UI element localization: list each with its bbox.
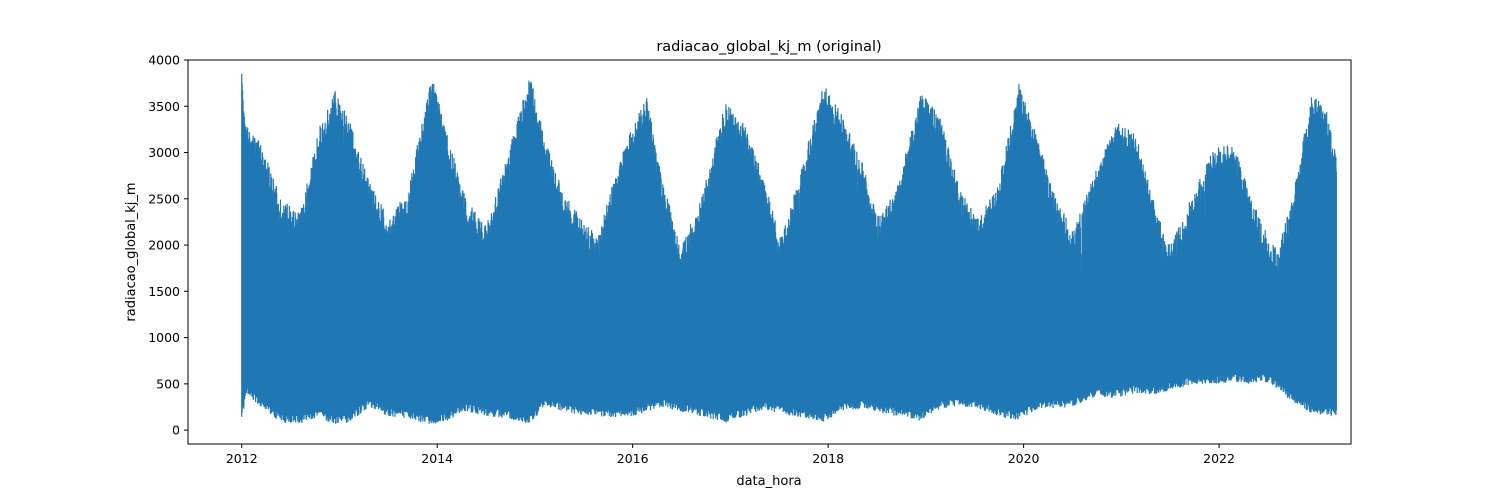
y-tick-label: 500 [156,376,180,391]
x-tick-label: 2018 [812,451,844,466]
x-axis-ticks: 2012 2014 2016 2018 2020 2022 [226,444,1235,466]
y-tick-label: 4000 [148,53,180,68]
series-area [241,73,1337,424]
x-tick-label: 2022 [1203,451,1235,466]
y-axis-ticks: 0 500 1000 1500 2000 2500 3000 3500 4000 [148,53,188,438]
y-tick-label: 0 [172,423,180,438]
y-tick-label: 3000 [148,145,180,160]
y-tick-label: 3500 [148,99,180,114]
x-tick-label: 2016 [617,451,649,466]
axes-frame [187,59,1352,445]
chart-title: radiacao_global_kj_m (original) [656,39,881,55]
x-tick-label: 2020 [1008,451,1040,466]
x-tick-label: 2012 [226,451,258,466]
y-tick-label: 2500 [148,191,180,206]
x-tick-label: 2014 [421,451,453,466]
y-tick-label: 1500 [148,284,180,299]
series-fill [241,211,1337,418]
y-tick-label: 1000 [148,330,180,345]
y-axis-label: radiacao_global_kj_m [124,182,139,321]
y-tick-label: 2000 [148,238,180,253]
x-axis-label: data_hora [736,474,801,489]
